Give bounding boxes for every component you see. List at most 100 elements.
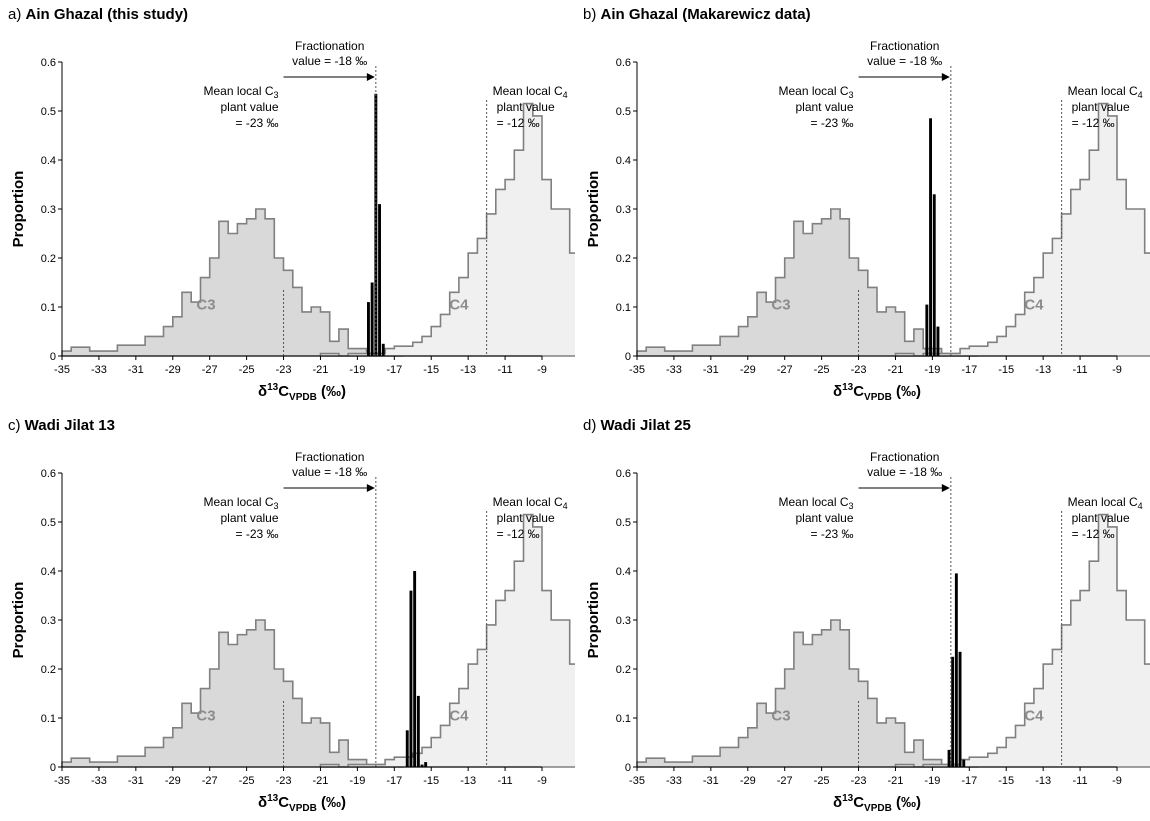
x-axis-label: δ13CVPDB (‰) bbox=[258, 382, 346, 403]
c3-label: C3 bbox=[196, 707, 215, 724]
x-tick-label: -15 bbox=[423, 775, 439, 787]
y-tick-label: 0.5 bbox=[616, 106, 631, 118]
c4-mean-value: = -12 ‰ bbox=[1072, 116, 1115, 130]
y-tick-label: 0.3 bbox=[41, 204, 56, 216]
x-tick-label: -11 bbox=[498, 775, 513, 787]
x-tick-label: -27 bbox=[777, 364, 793, 376]
c4-distribution bbox=[894, 513, 1150, 768]
y-tick-label: 0.2 bbox=[616, 253, 631, 265]
x-tick-label: -13 bbox=[460, 775, 476, 787]
sample-bar bbox=[420, 764, 424, 767]
c3-distribution bbox=[636, 619, 979, 768]
c3-mean-label-text: Mean local C bbox=[778, 495, 848, 509]
sample-bar bbox=[947, 749, 951, 767]
x-tick-label: -15 bbox=[423, 364, 439, 376]
x-label-subscript: VPDB bbox=[864, 803, 892, 814]
sample-bar bbox=[370, 282, 374, 356]
x-tick-label: -11 bbox=[1073, 775, 1088, 787]
histogram-chart-b: 0 0.1 0.2 0.3 0.4 0.5 0.6 -35 -33 -31 -29 -27 -25 -23… bbox=[585, 39, 1150, 403]
y-tick-label: 0 bbox=[625, 351, 631, 363]
x-tick-label: -29 bbox=[740, 364, 756, 376]
fractionation-arrowhead bbox=[941, 484, 950, 492]
c3-mean-label-text: Mean local C bbox=[203, 495, 273, 509]
x-tick-label: -11 bbox=[498, 364, 513, 376]
x-tick-label: -15 bbox=[998, 364, 1014, 376]
c4-distribution bbox=[319, 513, 575, 768]
x-tick-label: -25 bbox=[239, 364, 255, 376]
c3-subscript: 3 bbox=[849, 90, 854, 100]
chart-panel-a: a) Ain Ghazal (this study) 0 0.1 0.2 0.3 0.4… bbox=[0, 0, 575, 410]
c4-mean-value: = -12 ‰ bbox=[497, 527, 540, 541]
x-label-superscript: 13 bbox=[842, 382, 854, 393]
y-tick-label: 0.6 bbox=[616, 468, 631, 480]
c4-mean-label: Mean local C4 bbox=[1068, 495, 1143, 511]
x-label-subscript: VPDB bbox=[289, 392, 317, 403]
x-tick-label: -19 bbox=[349, 364, 365, 376]
panel-title: a) Ain Ghazal (this study) bbox=[8, 6, 188, 23]
sample-bar bbox=[405, 730, 409, 768]
x-label-suffix: (‰) bbox=[317, 383, 346, 400]
x-axis-label: δ13CVPDB (‰) bbox=[833, 382, 921, 403]
x-tick-label: -33 bbox=[666, 775, 682, 787]
x-tick-label: -31 bbox=[128, 775, 144, 787]
c3-mean-label: Mean local C3 bbox=[778, 84, 853, 100]
x-tick-label: -19 bbox=[349, 775, 365, 787]
x-tick-label: -15 bbox=[998, 775, 1014, 787]
fractionation-label: Fractionation bbox=[295, 39, 364, 53]
y-tick-label: 0.2 bbox=[41, 253, 56, 265]
x-label-subscript: VPDB bbox=[289, 803, 317, 814]
y-tick-label: 0.5 bbox=[41, 106, 56, 118]
x-tick-label: -17 bbox=[386, 775, 402, 787]
x-tick-label: -17 bbox=[386, 364, 402, 376]
panel-title: d) Wadi Jilat 25 bbox=[583, 417, 691, 434]
x-tick-label: -21 bbox=[888, 775, 904, 787]
x-tick-label: -25 bbox=[239, 775, 255, 787]
c3-label: C3 bbox=[771, 296, 790, 313]
y-tick-label: 0.2 bbox=[616, 664, 631, 676]
fractionation-label: Fractionation bbox=[295, 450, 364, 464]
y-tick-label: 0.3 bbox=[616, 204, 631, 216]
x-tick-label: -31 bbox=[703, 364, 719, 376]
c4-mean-label-line2: plant value bbox=[1072, 100, 1130, 114]
c3-subscript: 3 bbox=[849, 501, 854, 511]
fractionation-label: Fractionation bbox=[870, 450, 939, 464]
y-tick-label: 0.5 bbox=[41, 517, 56, 529]
x-tick-label: -9 bbox=[1112, 364, 1122, 376]
c3-mean-label-line2: plant value bbox=[795, 100, 853, 114]
sample-bar bbox=[409, 590, 413, 767]
x-tick-label: -35 bbox=[629, 364, 645, 376]
c3-subscript: 3 bbox=[274, 90, 279, 100]
c4-mean-value: = -12 ‰ bbox=[1072, 527, 1115, 541]
c4-subscript: 4 bbox=[1138, 501, 1143, 511]
x-label-superscript: 13 bbox=[267, 382, 279, 393]
x-tick-label: -33 bbox=[91, 775, 107, 787]
sample-bar bbox=[929, 118, 932, 356]
c3-distribution bbox=[61, 208, 404, 357]
sample-bar bbox=[954, 573, 958, 767]
x-label-delta: δ bbox=[833, 794, 842, 811]
c4-mean-label: Mean local C4 bbox=[1068, 84, 1143, 100]
x-label-suffix: (‰) bbox=[892, 794, 921, 811]
fractionation-value: value = -18 ‰ bbox=[292, 54, 367, 68]
x-label-subscript: VPDB bbox=[864, 392, 892, 403]
c3-mean-value: = -23 ‰ bbox=[811, 116, 854, 130]
x-tick-label: -11 bbox=[1073, 364, 1088, 376]
c4-distribution bbox=[319, 102, 575, 357]
x-label-main: C bbox=[853, 383, 864, 400]
c4-label: C4 bbox=[449, 707, 469, 724]
x-tick-label: -35 bbox=[629, 775, 645, 787]
sample-bar bbox=[378, 204, 381, 356]
x-axis-label: δ13CVPDB (‰) bbox=[258, 793, 346, 814]
sample-bar bbox=[932, 194, 936, 356]
y-tick-label: 0.1 bbox=[41, 302, 56, 314]
y-tick-label: 0.1 bbox=[616, 302, 631, 314]
x-tick-label: -23 bbox=[851, 364, 867, 376]
panel-title: c) Wadi Jilat 13 bbox=[8, 417, 115, 434]
x-tick-label: -19 bbox=[924, 364, 940, 376]
panel-title-text: Ain Ghazal (Makarewicz data) bbox=[600, 6, 811, 23]
c4-mean-label-text: Mean local C bbox=[493, 84, 563, 98]
c3-distribution bbox=[636, 208, 979, 357]
y-tick-label: 0 bbox=[50, 351, 56, 363]
histogram-chart-c: 0 0.1 0.2 0.3 0.4 0.5 0.6 -35 -33 -31 -29 -27 -25 -23… bbox=[10, 450, 575, 814]
y-tick-label: 0.5 bbox=[616, 517, 631, 529]
